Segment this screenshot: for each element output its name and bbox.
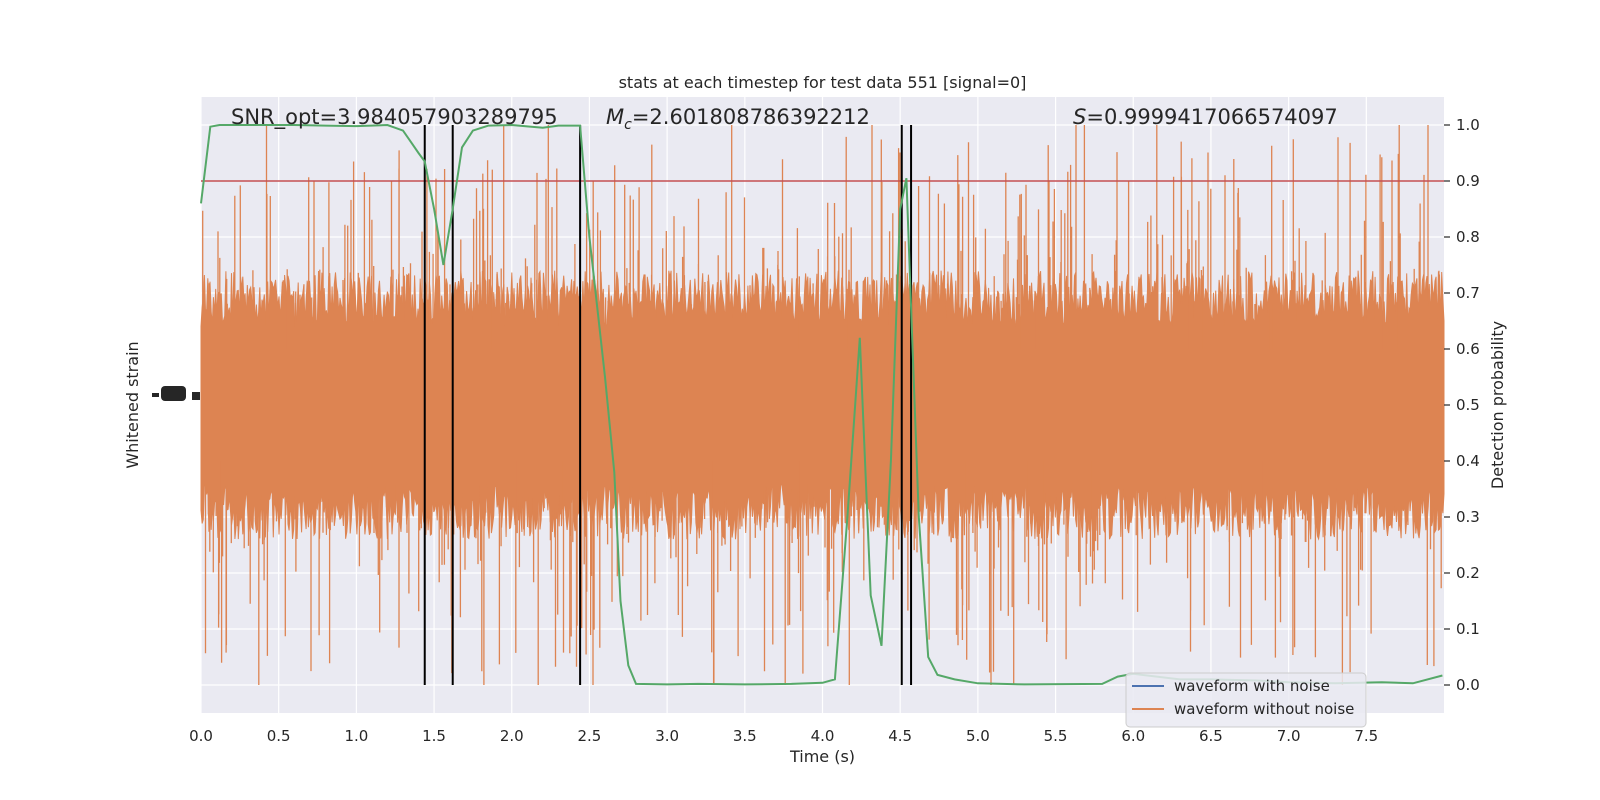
annotation-chirp-mass-subscript: c: [624, 117, 632, 133]
x-axis-label: Time (s): [789, 747, 855, 766]
y-axis-left-label: Whitened strain: [123, 341, 142, 468]
annotation-chirp-mass: Mc=2.601808786392212: [606, 105, 870, 133]
y-tick-label: 1.0: [1456, 116, 1480, 134]
x-tick-label: 2.5: [578, 727, 602, 745]
x-tick-label: 0.0: [189, 727, 213, 745]
y-tick-label: 0.7: [1456, 284, 1480, 302]
legend-label-waveform-with-noise: waveform with noise: [1174, 677, 1330, 695]
legend-box: [1125, 672, 1367, 728]
x-tick-label: 5.0: [966, 727, 990, 745]
y-tick-label: 0.9: [1456, 172, 1480, 190]
y-axis-right-label: Detection probability: [1488, 321, 1507, 489]
x-tick-label: 1.5: [422, 727, 446, 745]
x-tick-label: 3.0: [655, 727, 679, 745]
annotation-chirp-mass-symbol: M: [606, 105, 624, 129]
waveform-without-noise-spikes: [202, 125, 1443, 685]
legend-label-waveform-without-noise: waveform without noise: [1174, 700, 1354, 718]
y-tick-label: 0.2: [1456, 564, 1480, 582]
series-detection-probability: [200, 123, 1443, 686]
vertical-markers: [423, 125, 913, 685]
y-tick-label: 0.6: [1456, 340, 1480, 358]
x-tick-label: 7.0: [1277, 727, 1301, 745]
annotation-s-value: =0.9999417066574097: [1086, 105, 1337, 129]
y-tick-label: 0.8: [1456, 228, 1480, 246]
annotation-snr: SNR_opt=3.984057903289795: [231, 105, 558, 130]
x-tick-label: 5.5: [1044, 727, 1068, 745]
y-tick-label: 0.4: [1456, 452, 1480, 470]
x-tick-label: 6.0: [1121, 727, 1145, 745]
left-axis-overlapping-ticks: [152, 386, 200, 401]
waveform-without-noise-band: [200, 269, 1445, 541]
y-tick-label: 0.5: [1456, 396, 1480, 414]
x-tick-label: 4.0: [811, 727, 835, 745]
x-axis-ticks: 0.0 0.5 1.0 1.5 2.0 2.5 3.0 3.5 4.0 4.5 5.0 5.5 6.0 6…: [189, 727, 1378, 745]
annotation-chirp-mass-value: =2.601808786392212: [632, 105, 870, 129]
chart-title: stats at each timestep for test data 551…: [619, 73, 1027, 92]
series-waveform-without-noise: [200, 125, 1445, 685]
x-tick-label: 3.5: [733, 727, 757, 745]
annotation-s: S=0.9999417066574097: [1073, 105, 1338, 129]
x-tick-label: 0.5: [267, 727, 291, 745]
x-tick-label: 1.0: [344, 727, 368, 745]
y-tick-label: 0.0: [1456, 676, 1480, 694]
x-tick-label: 2.0: [500, 727, 524, 745]
x-tick-label: 7.5: [1354, 727, 1378, 745]
annotation-s-symbol: S: [1073, 105, 1086, 129]
legend: waveform with noise waveform without noi…: [1125, 672, 1367, 728]
y-axis-right-ticks: 0.0 0.1 0.2 0.3 0.4 0.5 0.6 0.7 0.8 0.9 1.0: [1444, 116, 1480, 694]
x-tick-label: 6.5: [1199, 727, 1223, 745]
y-tick-label: 0.1: [1456, 620, 1480, 638]
x-tick-label: 4.5: [888, 727, 912, 745]
y-tick-label: 0.3: [1456, 508, 1480, 526]
